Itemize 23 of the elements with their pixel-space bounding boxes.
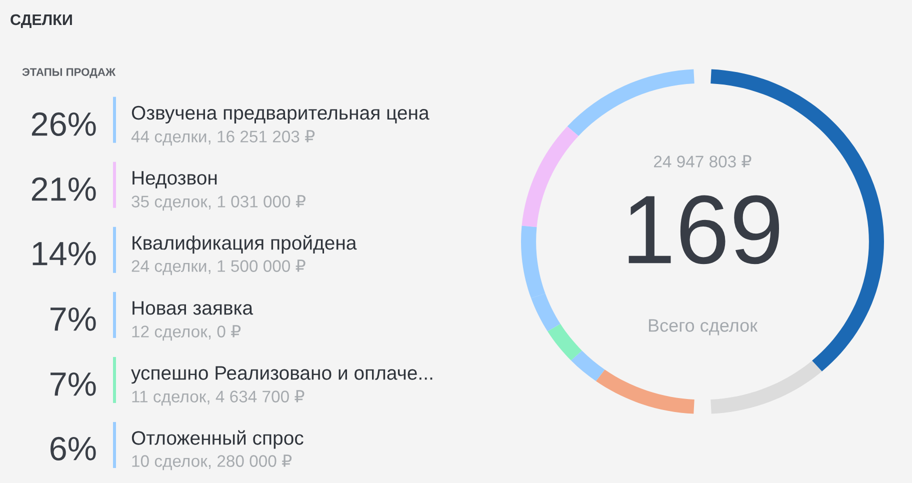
data-label: 7% (50, 307, 96, 331)
text: 44 сделки, 16 251 203 ₽ (131, 130, 315, 146)
legend-label: Озвучена предварительная цена (132, 106, 430, 124)
text: 10 сделок, 280 000 ₽ (132, 454, 292, 470)
legend-label: успешно Реализовано и оплаче... (131, 366, 432, 384)
text: 169 (628, 195, 780, 264)
data-label: 21% (32, 177, 96, 201)
text: Всего сделок (648, 319, 758, 336)
data-label: 26% (32, 112, 96, 136)
chart-title: СДЕЛКИ (10, 14, 72, 28)
legend-label: Новая заявка (132, 301, 254, 315)
text: 24 сделки, 1 500 000 ₽ (132, 260, 306, 276)
data-label: 7% (50, 372, 96, 396)
legend-label: Квалификация пройдена (132, 235, 357, 254)
data-label: 6% (50, 436, 96, 460)
legend-label: Отложенный спрос (132, 430, 304, 449)
text: 12 сделок, 0 ₽ (132, 325, 241, 341)
chart-subtitle: ЭТАПЫ ПРОДАЖ (22, 68, 116, 78)
data-label: 14% (32, 242, 96, 266)
text: 11 сделок, 4 634 700 ₽ (132, 390, 304, 406)
text: 24 947 803 ₽ (654, 155, 752, 168)
text: 35 сделок, 1 031 000 ₽ (132, 195, 306, 211)
legend-label: Недозвон (132, 171, 217, 188)
